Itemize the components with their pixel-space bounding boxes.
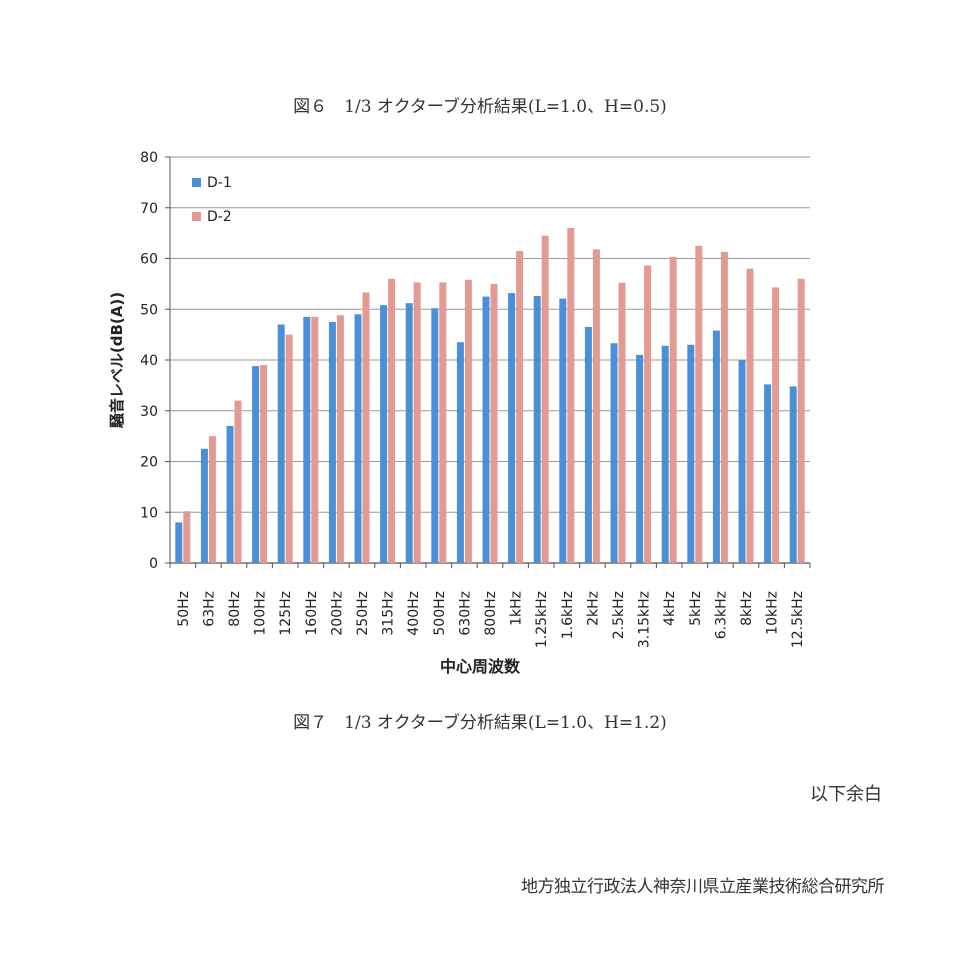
x-tick-label: 63Hz <box>201 591 217 627</box>
bar-d-2 <box>695 245 703 563</box>
y-axis-title: 騒音レベル(dB(A)) <box>108 292 126 428</box>
y-tick-label: 30 <box>140 404 158 420</box>
end-note: 以下余白 <box>810 784 882 805</box>
bar-d-1 <box>226 425 234 563</box>
x-tick-label: 1.6kHz <box>560 591 576 639</box>
x-tick-label: 630Hz <box>457 591 473 636</box>
y-tick-label: 0 <box>149 556 158 572</box>
x-tick-label: 100Hz <box>253 591 269 636</box>
y-tick-label: 50 <box>140 302 158 318</box>
y-tick-label: 40 <box>140 353 158 369</box>
bar-d-1 <box>200 448 208 563</box>
bar-d-1 <box>687 344 695 563</box>
bar-d-2 <box>746 268 754 563</box>
bar-d-1 <box>456 342 464 563</box>
bar-d-1 <box>303 316 311 563</box>
bar-d-1 <box>610 343 618 563</box>
x-tick-label: 2kHz <box>585 591 601 626</box>
bar-d-1 <box>764 384 772 563</box>
bar-d-1 <box>789 386 797 563</box>
x-tick-label: 160Hz <box>304 591 320 636</box>
bar-d-2 <box>388 278 396 563</box>
bar-d-1 <box>712 330 720 563</box>
bar-d-2 <box>208 436 216 563</box>
bar-d-2 <box>260 365 268 563</box>
y-tick-label: 60 <box>140 252 158 268</box>
x-tick-label: 50Hz <box>176 591 192 627</box>
bar-d-1 <box>636 354 644 563</box>
legend-label-d-1: D-1 <box>207 175 232 191</box>
bar-d-2 <box>592 249 600 564</box>
x-axis-title: 中心周波数 <box>440 657 521 676</box>
figure-caption-bottom: 図７ 1/3 オクターブ分析結果(L=1.0、H=1.2) <box>293 713 667 733</box>
bar-d-1 <box>533 296 541 563</box>
x-tick-label: 3.15kHz <box>637 591 653 648</box>
x-tick-label: 2.5kHz <box>611 591 627 639</box>
bar-d-2 <box>797 278 805 563</box>
bar-d-1 <box>354 314 362 563</box>
bar-d-2 <box>464 279 472 563</box>
bar-d-1 <box>482 296 490 563</box>
x-tick-label: 800Hz <box>483 591 499 636</box>
figure-caption-top: 図６ 1/3 オクターブ分析結果(L=1.0、H=0.5) <box>293 97 667 117</box>
bar-d-2 <box>413 282 421 563</box>
bar-d-2 <box>720 251 728 563</box>
bar-d-2 <box>183 511 191 563</box>
bar-d-2 <box>336 315 344 563</box>
bar-d-2 <box>490 283 498 563</box>
legend-swatch-d-2 <box>192 212 201 221</box>
bar-d-2 <box>618 282 626 563</box>
bar-d-1 <box>277 324 285 563</box>
y-tick-label: 80 <box>140 150 158 166</box>
bar-d-1 <box>431 308 439 563</box>
bar-d-2 <box>234 400 242 563</box>
bar-d-2 <box>669 256 677 563</box>
x-tick-label: 8kHz <box>739 591 755 626</box>
bar-d-2 <box>311 316 319 563</box>
x-tick-label: 5kHz <box>688 591 704 626</box>
y-tick-label: 20 <box>140 455 158 471</box>
x-tick-label: 4kHz <box>662 591 678 626</box>
x-tick-label: 200Hz <box>329 591 345 636</box>
x-tick-label: 80Hz <box>227 591 243 627</box>
bar-d-1 <box>584 327 592 563</box>
bar-d-1 <box>738 360 746 563</box>
bar-d-1 <box>405 303 413 563</box>
bar-d-1 <box>380 305 388 563</box>
organization-name: 地方独立行政法人神奈川県立産業技術総合研究所 <box>521 877 885 897</box>
legend-swatch-d-1 <box>192 178 201 187</box>
bar-d-1 <box>175 522 183 563</box>
bar-d-1 <box>661 345 669 563</box>
x-tick-label: 500Hz <box>432 591 448 636</box>
bar-d-2 <box>439 282 447 563</box>
bar-d-2 <box>541 235 549 563</box>
x-tick-label: 12.5kHz <box>790 591 806 648</box>
bar-d-2 <box>772 287 780 563</box>
bar-d-1 <box>252 366 260 563</box>
legend-label-d-2: D-2 <box>207 209 232 225</box>
bar-d-1 <box>508 293 516 563</box>
x-tick-label: 250Hz <box>355 591 371 636</box>
x-tick-label: 1kHz <box>509 591 525 626</box>
y-tick-label: 70 <box>140 201 158 217</box>
x-tick-label: 10kHz <box>765 591 781 635</box>
x-tick-label: 315Hz <box>381 591 397 636</box>
bar-d-2 <box>362 292 370 563</box>
bar-d-2 <box>285 334 293 563</box>
x-tick-label: 125Hz <box>278 591 294 636</box>
x-tick-label: 400Hz <box>406 591 422 636</box>
x-tick-label: 6.3kHz <box>713 591 729 639</box>
x-tick-label: 1.25kHz <box>534 591 550 648</box>
bar-d-2 <box>644 265 652 563</box>
bar-d-1 <box>559 298 567 563</box>
bar-d-2 <box>516 250 524 563</box>
y-tick-label: 10 <box>140 505 158 521</box>
bar-d-1 <box>328 321 336 563</box>
bar-d-2 <box>567 228 575 564</box>
